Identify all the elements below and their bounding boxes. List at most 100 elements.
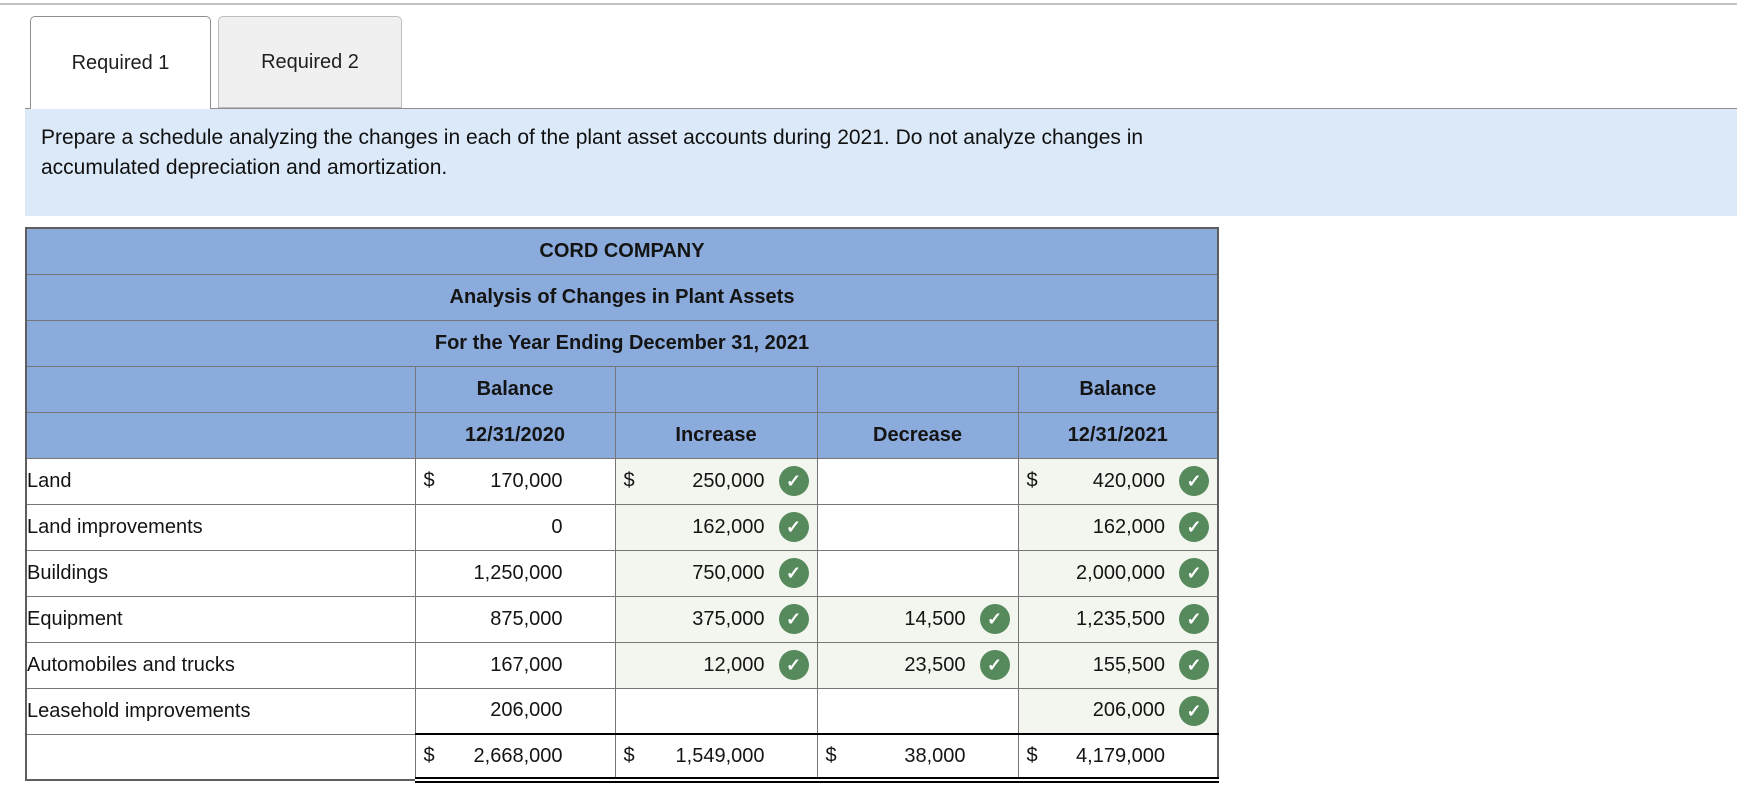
increase-input-cell[interactable] <box>614 687 818 735</box>
balance-2021-input-cell[interactable]: 1,235,500 ✓ <box>1017 595 1219 643</box>
worksheet: CORD COMPANY Analysis of Changes in Plan… <box>25 227 1219 783</box>
balance-2021-input-cell[interactable]: 162,000 ✓ <box>1017 503 1219 551</box>
decrease-input-cell[interactable] <box>816 503 1019 551</box>
row-label-cell <box>25 733 416 781</box>
balance-2020-cell: $ 170,000 <box>414 457 616 505</box>
balance-2021-input-cell[interactable]: $ 420,000 ✓ <box>1017 457 1219 505</box>
table-row: Equipment 875,000 375,000 ✓ 14,500 ✓ 1,2… <box>25 595 1219 643</box>
dollar-sign: $ <box>1026 469 1038 492</box>
balance-2020-cell: 206,000 <box>414 687 616 735</box>
table-row: Land $ 170,000 $ 250,000 ✓ $ 420,000 ✓ <box>25 457 1219 505</box>
increase-input-cell[interactable]: 750,000 ✓ <box>614 549 818 597</box>
balance-2021-input-cell[interactable]: 155,500 ✓ <box>1017 641 1219 689</box>
period-title: For the Year Ending December 31, 2021 <box>25 319 1219 367</box>
tab-required-1-label: Required 1 <box>71 51 170 74</box>
decrease-input-cell[interactable] <box>816 687 1019 735</box>
header-blank-cell <box>614 365 818 413</box>
dollar-sign: $ <box>623 744 635 767</box>
totals-row: $ 2,668,000 $ 1,549,000 $ 38,000 $ 4,179… <box>25 733 1219 783</box>
instruction-panel: Prepare a schedule analyzing the changes… <box>25 109 1737 216</box>
dollar-sign: $ <box>1026 744 1038 767</box>
schedule-title: Analysis of Changes in Plant Assets <box>25 273 1219 321</box>
decrease-input-cell[interactable]: 23,500 ✓ <box>816 641 1019 689</box>
correct-check-icon: ✓ <box>778 604 809 634</box>
correct-check-icon: ✓ <box>1179 695 1209 726</box>
correct-check-icon: ✓ <box>1179 558 1209 588</box>
header-row-balance: Balance Balance <box>25 365 1219 413</box>
balance-2021-input-cell[interactable]: 2,000,000 ✓ <box>1017 549 1219 597</box>
top-divider <box>0 3 1737 5</box>
row-label-cell: Land improvements <box>25 503 416 551</box>
tabstrip-divider <box>25 108 1737 109</box>
correct-check-icon: ✓ <box>778 512 809 542</box>
amount-value: 1,250,000 <box>473 561 563 584</box>
table-row: Leasehold improvements 206,000 206,000 ✓ <box>25 687 1219 735</box>
correct-check-icon: ✓ <box>979 604 1010 634</box>
amount-value: 155,500 <box>1092 653 1165 676</box>
header-blank-cell <box>25 365 416 413</box>
plant-assets-table: CORD COMPANY Analysis of Changes in Plan… <box>25 227 1219 783</box>
increase-input-cell[interactable]: 162,000 ✓ <box>614 503 818 551</box>
table-title-row: For the Year Ending December 31, 2021 <box>25 319 1219 367</box>
balance-2020-cell: 167,000 <box>414 641 616 689</box>
row-label-cell: Leasehold improvements <box>25 687 416 735</box>
amount-value: 4,179,000 <box>1076 744 1165 767</box>
balance-2021-input-cell[interactable]: 206,000 ✓ <box>1017 687 1219 735</box>
header-balance-2020-cell: Balance <box>414 365 616 413</box>
correct-check-icon: ✓ <box>1179 650 1209 680</box>
amount-value: 750,000 <box>692 561 765 584</box>
decrease-input-cell[interactable] <box>816 549 1019 597</box>
amount-value: 14,500 <box>904 607 966 630</box>
total-decrease-cell: $ 38,000 <box>816 733 1019 783</box>
total-increase-cell: $ 1,549,000 <box>614 733 818 783</box>
decrease-input-cell[interactable]: 14,500 ✓ <box>816 595 1019 643</box>
tab-required-1[interactable]: Required 1 <box>30 16 211 109</box>
table-row: Automobiles and trucks 167,000 12,000 ✓ … <box>25 641 1219 689</box>
header-date-2020-cell: 12/31/2020 <box>414 411 616 459</box>
balance-2020-cell: 1,250,000 <box>414 549 616 597</box>
instruction-text-line-1: Prepare a schedule analyzing the changes… <box>41 126 1144 149</box>
row-label-cell: Buildings <box>25 549 416 597</box>
correct-check-icon: ✓ <box>1179 512 1209 542</box>
header-increase-cell: Increase <box>614 411 818 459</box>
tab-required-2-label: Required 2 <box>261 50 359 73</box>
amount-value: 167,000 <box>490 653 563 676</box>
header-date-2021-cell: 12/31/2021 <box>1017 411 1219 459</box>
header-blank-cell <box>816 365 1019 413</box>
decrease-input-cell[interactable] <box>816 457 1019 505</box>
tab-required-2[interactable]: Required 2 <box>218 16 402 108</box>
header-blank-cell <box>25 411 416 459</box>
amount-value: 420,000 <box>1092 469 1165 492</box>
dollar-sign: $ <box>623 469 635 492</box>
header-row-columns: 12/31/2020 Increase Decrease 12/31/2021 <box>25 411 1219 459</box>
table-title-row: CORD COMPANY <box>25 227 1219 275</box>
amount-value: 875,000 <box>490 607 563 630</box>
correct-check-icon: ✓ <box>778 466 809 496</box>
row-label-cell: Equipment <box>25 595 416 643</box>
amount-value: 0 <box>551 515 563 538</box>
amount-value: 375,000 <box>692 607 765 630</box>
correct-check-icon: ✓ <box>778 650 809 680</box>
amount-value: 162,000 <box>1092 515 1165 538</box>
dollar-sign: $ <box>423 469 435 492</box>
total-balance-2021-cell: $ 4,179,000 <box>1017 733 1219 783</box>
amount-value: 1,549,000 <box>675 744 765 767</box>
amount-value: 2,000,000 <box>1076 561 1165 584</box>
amount-value: 38,000 <box>904 744 966 767</box>
correct-check-icon: ✓ <box>1179 604 1209 634</box>
table-row: Buildings 1,250,000 750,000 ✓ 2,000,000 … <box>25 549 1219 597</box>
amount-value: 1,235,500 <box>1076 607 1165 630</box>
correct-check-icon: ✓ <box>979 650 1010 680</box>
balance-2020-cell: 0 <box>414 503 616 551</box>
amount-value: 206,000 <box>490 699 563 722</box>
table-title-row: Analysis of Changes in Plant Assets <box>25 273 1219 321</box>
increase-input-cell[interactable]: 12,000 ✓ <box>614 641 818 689</box>
amount-value: 162,000 <box>692 515 765 538</box>
dollar-sign: $ <box>825 744 837 767</box>
correct-check-icon: ✓ <box>778 558 809 588</box>
header-balance-2021-cell: Balance <box>1017 365 1219 413</box>
total-balance-2020-cell: $ 2,668,000 <box>414 733 616 783</box>
increase-input-cell[interactable]: $ 250,000 ✓ <box>614 457 818 505</box>
increase-input-cell[interactable]: 375,000 ✓ <box>614 595 818 643</box>
balance-2020-cell: 875,000 <box>414 595 616 643</box>
